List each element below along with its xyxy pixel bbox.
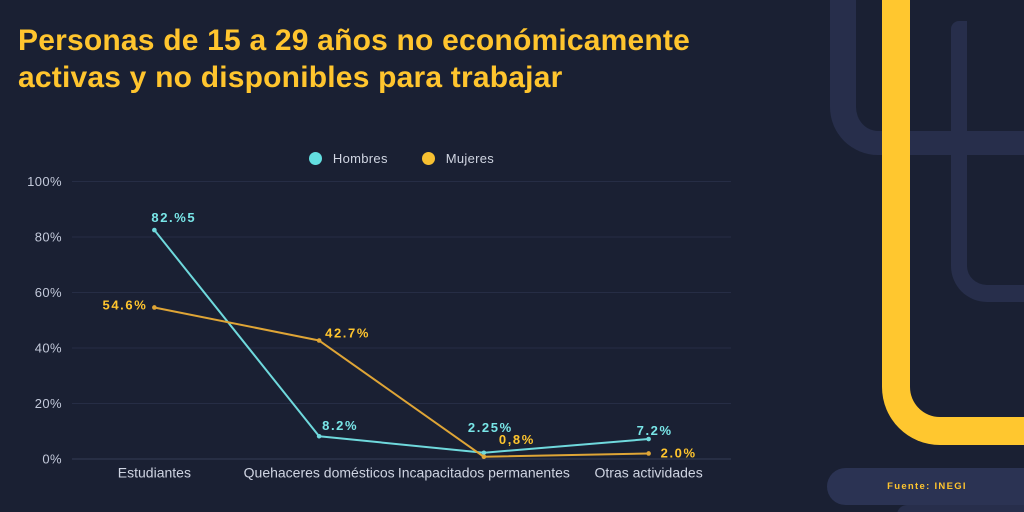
data-point <box>152 305 157 310</box>
series-line-mujeres <box>153 306 650 458</box>
data-label: 0,8% <box>499 432 535 447</box>
legend-item-mujeres: Mujeres <box>421 150 495 166</box>
y-tick-label: 80% <box>35 230 62 245</box>
data-label: 2.0% <box>661 445 697 460</box>
data-label: 82.%5 <box>151 210 196 225</box>
hombres-dot-icon <box>308 151 322 165</box>
x-tick-label: Estudiantes <box>118 465 191 481</box>
data-point <box>152 227 157 233</box>
data-point <box>646 436 651 442</box>
data-label: 2.25% <box>468 420 513 435</box>
y-tick-label: 20% <box>35 396 62 411</box>
x-tick-label: Incapacitados permanentes <box>398 465 570 481</box>
x-tick-label: Quehaceres domésticos <box>244 465 395 481</box>
chart-legend: Hombres Mujeres <box>72 147 731 169</box>
y-tick-label: 0% <box>42 452 62 467</box>
data-point <box>481 450 487 456</box>
legend-label-hombres: Hombres <box>332 150 388 166</box>
mujeres-dot-icon <box>421 151 435 165</box>
data-point <box>316 338 322 343</box>
data-label: 42.7% <box>325 326 370 341</box>
data-point <box>646 451 651 456</box>
legend-item-hombres: Hombres <box>308 150 388 166</box>
source-text: Fuente: INEGI <box>887 481 967 492</box>
y-tick-label: 100% <box>27 174 62 189</box>
data-point <box>316 433 322 439</box>
data-label: 8.2% <box>322 418 358 433</box>
x-tick-label: Otras actividades <box>595 465 703 481</box>
data-label: 7.2% <box>637 423 673 438</box>
y-tick-label: 60% <box>35 285 62 300</box>
data-point <box>481 454 487 460</box>
series-line-hombres <box>153 229 650 454</box>
y-tick-label: 40% <box>35 341 62 356</box>
page-title: Personas de 15 a 29 años no económicamen… <box>18 22 828 96</box>
title-line-1: Personas de 15 a 29 años no económicamen… <box>18 24 691 57</box>
title-line-2: activas y no disponibles para trabajar <box>18 61 563 94</box>
source-band: Fuente: INEGI <box>827 468 1024 505</box>
data-label: 54.6% <box>103 297 148 312</box>
legend-label-mujeres: Mujeres <box>445 150 495 166</box>
